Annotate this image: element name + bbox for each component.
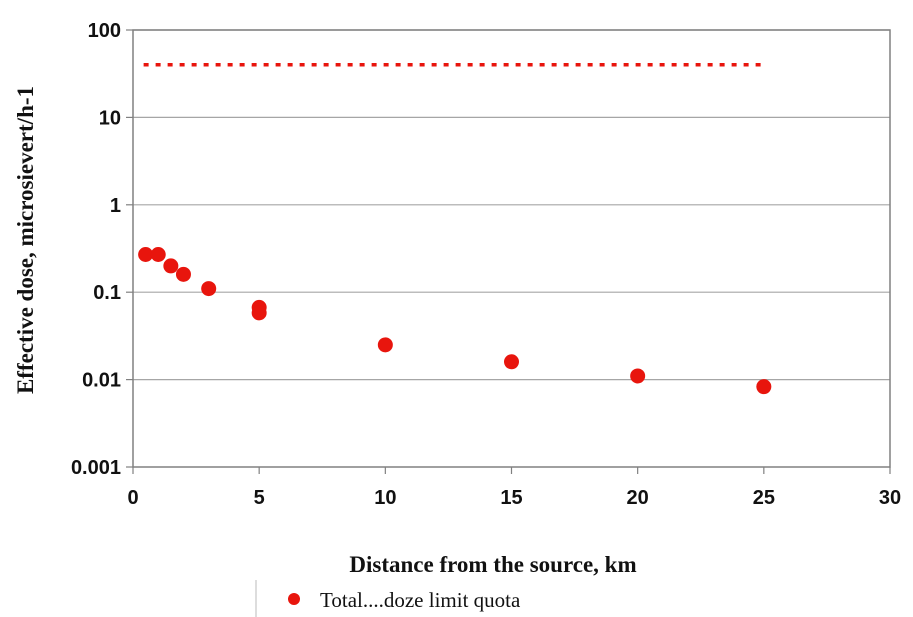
dose-points-series [138, 246, 772, 395]
data-point [504, 354, 519, 370]
legend: Total....doze limit quota [255, 580, 521, 617]
data-point [150, 246, 166, 262]
data-point [756, 379, 772, 395]
x-tick-label: 15 [500, 487, 522, 509]
data-point [251, 305, 267, 321]
x-tick-label: 20 [627, 487, 649, 509]
y-tick-label: 0.1 [93, 282, 121, 304]
y-tick-label: 100 [88, 20, 121, 42]
data-point [377, 337, 393, 353]
data-point [201, 281, 217, 297]
data-point [138, 246, 154, 262]
y-tick-label: 10 [99, 107, 121, 129]
x-tick-label: 5 [254, 487, 265, 509]
y-tick-label: 0.01 [82, 370, 121, 392]
x-tick-label: 30 [879, 487, 901, 509]
data-point [163, 258, 179, 274]
grid-lines [133, 29, 890, 381]
x-tick-label: 10 [374, 487, 396, 509]
data-point [175, 266, 191, 282]
y-tick-label: 1 [110, 195, 121, 217]
legend-label: Total....doze limit quota [320, 588, 521, 612]
x-tick-label: 25 [753, 487, 775, 509]
x-axis-title: Distance from the source, km [349, 552, 636, 577]
plot-area [132, 29, 891, 468]
y-axis-ticks: 0.001 0.01 0.1 1 10 100 [71, 20, 133, 479]
y-axis-title: Effective dose, microsievert/h-1 [13, 86, 38, 394]
x-tick-label: 0 [127, 487, 138, 509]
y-tick-label: 0.001 [71, 457, 121, 479]
legend-marker [288, 593, 300, 605]
x-axis-ticks: 0 5 10 15 20 25 30 [127, 467, 901, 509]
data-point [630, 368, 646, 384]
